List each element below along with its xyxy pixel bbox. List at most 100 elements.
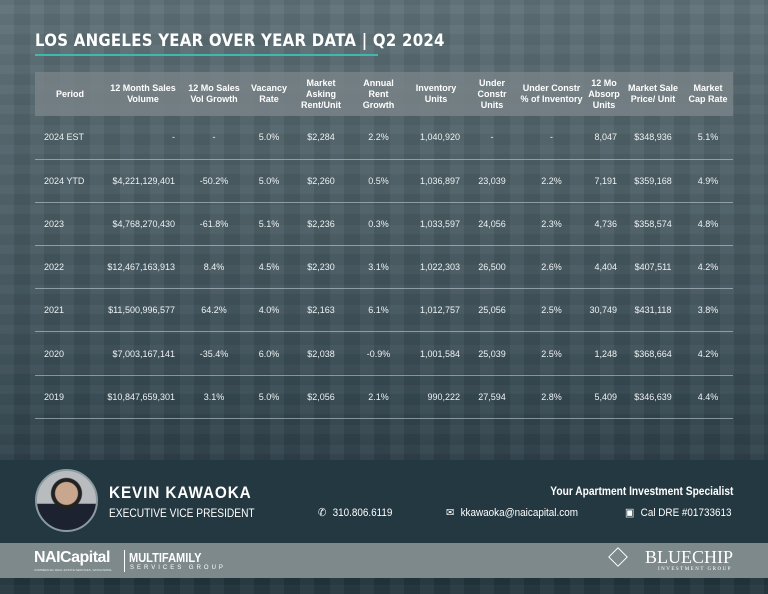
table-cell: 5.1% — [683, 116, 733, 160]
data-table: Period 12 Month Sales Volume 12 Mo Sales V… — [35, 72, 733, 419]
nai-capital-logo: NAICapital — [34, 549, 110, 566]
table-cell: 4.9% — [683, 159, 733, 203]
table-cell: 4.2% — [683, 331, 733, 376]
table-cell: - — [466, 116, 518, 160]
table-cell: 1,001,584 — [406, 331, 466, 376]
table-cell: $10,847,659,301 — [105, 375, 181, 419]
table-cell: 0.3% — [351, 202, 406, 247]
table-cell: $368,664 — [623, 331, 683, 376]
table-cell: -0.9% — [351, 331, 406, 376]
table-row: 2019 $10,847,659,301 3.1% 5.0% $2,056 2.1% 990… — [35, 375, 733, 419]
table-cell: 2022 — [35, 245, 105, 290]
title-underline — [35, 54, 378, 56]
table-cell: $359,168 — [623, 159, 683, 203]
table-cell: 5.0% — [247, 116, 291, 160]
table-cell: 1,040,920 — [406, 116, 466, 160]
table-cell: 990,222 — [406, 375, 466, 419]
table-cell: 24,056 — [466, 202, 518, 247]
email-address[interactable]: kkawaoka@naicapital.com — [460, 506, 578, 519]
table-cell: 7,191 — [585, 159, 623, 203]
table-cell: $407,511 — [623, 245, 683, 290]
table-cell: 26,500 — [466, 245, 518, 290]
table-cell: - — [105, 116, 181, 160]
column-header: Vacancy Rate — [250, 83, 288, 104]
phone-contact: ✆ 310.806.6119 — [318, 506, 393, 520]
table-row: 2024 YTD $4,221,129,401 -50.2% 5.0% $2,260 0.… — [35, 159, 733, 203]
tagline: Your Apartment Investment Specialist — [549, 484, 733, 498]
email-contact[interactable]: ✉ kkawaoka@naicapital.com — [446, 506, 578, 520]
table-cell: 5,409 — [585, 375, 623, 419]
table-cell: 1,022,303 — [406, 245, 466, 290]
column-header: Annual Rent Growth — [362, 77, 395, 110]
table-cell: $2,038 — [291, 331, 351, 376]
table-header: Period 12 Month Sales Volume 12 Mo Sales V… — [35, 72, 733, 116]
table-cell: 25,039 — [466, 331, 518, 376]
table-cell: $348,936 — [623, 116, 683, 160]
table-cell: 2019 — [35, 375, 105, 419]
footer-contact-band — [0, 460, 768, 543]
table-cell: $4,221,129,401 — [105, 159, 181, 203]
brand-band — [0, 543, 768, 578]
table-cell: 23,039 — [466, 159, 518, 203]
table-cell: $2,236 — [291, 202, 351, 247]
table-cell: 2.2% — [518, 159, 585, 203]
table-cell: 3.8% — [683, 288, 733, 333]
logo-divider — [124, 550, 125, 572]
table-row: 2023 $4,768,270,430 -61.8% 5.1% $2,236 0.3% 1,… — [35, 202, 733, 247]
table-cell: 2.6% — [518, 245, 585, 290]
column-header: Market Cap Rate — [688, 83, 728, 104]
table-cell: 6.0% — [247, 331, 291, 376]
table-cell: 2020 — [35, 331, 105, 376]
table-cell: 4,736 — [585, 202, 623, 247]
table-cell: 1,036,897 — [406, 159, 466, 203]
table-cell: 1,033,597 — [406, 202, 466, 247]
table-cell: 1,012,757 — [406, 288, 466, 333]
table-cell: 4.2% — [683, 245, 733, 290]
table-cell: - — [518, 116, 585, 160]
column-header: Market Asking Rent/Unit — [301, 77, 341, 110]
table-cell: 4,404 — [585, 245, 623, 290]
table-cell: 2.5% — [518, 288, 585, 333]
column-header: 12 Month Sales Volume — [110, 83, 176, 104]
table-cell: 25,056 — [466, 288, 518, 333]
table-cell: $431,118 — [623, 288, 683, 333]
table-cell: 4.4% — [683, 375, 733, 419]
table-cell: -50.2% — [181, 159, 247, 203]
phone-number: 310.806.6119 — [332, 506, 393, 519]
table-cell: 8.4% — [181, 245, 247, 290]
license-number: Cal DRE #01733613 — [640, 506, 732, 519]
column-header: Inventory Units — [415, 83, 457, 104]
table-cell: $2,056 — [291, 375, 351, 419]
bluechip-subtitle: INVESTMENT GROUP — [657, 567, 732, 572]
column-header: Under Constr Units — [477, 77, 507, 110]
table-cell: 2023 — [35, 202, 105, 247]
table-cell: $7,003,167,141 — [105, 331, 181, 376]
table-cell: 5.1% — [247, 202, 291, 247]
table-cell: $11,500,996,577 — [105, 288, 181, 333]
table-cell: 2.2% — [351, 116, 406, 160]
agent-photo — [35, 469, 98, 532]
multifamily-logo: MULTIFAMILY — [129, 550, 202, 565]
table-cell: 2.8% — [518, 375, 585, 419]
multifamily-subtitle: SERVICES GROUP — [130, 565, 226, 571]
table-cell: 6.1% — [351, 288, 406, 333]
table-cell: 3.1% — [181, 375, 247, 419]
agent-name: KEVIN KAWAOKA — [109, 483, 252, 502]
table-cell: 2024 EST — [35, 116, 105, 160]
table-cell: $2,260 — [291, 159, 351, 203]
table-cell: -61.8% — [181, 202, 247, 247]
table-cell: 3.1% — [351, 245, 406, 290]
table-cell: $2,163 — [291, 288, 351, 333]
page-title: LOS ANGELES YEAR OVER YEAR DATA | Q2 202… — [35, 31, 445, 51]
table-cell: $346,639 — [623, 375, 683, 419]
table-cell: $358,574 — [623, 202, 683, 247]
license-contact: ▣ Cal DRE #01733613 — [625, 506, 732, 520]
column-header: Market Sale Price/ Unit — [627, 83, 679, 104]
table-cell: 30,749 — [585, 288, 623, 333]
table-cell: 2.1% — [351, 375, 406, 419]
table-cell: $4,768,270,430 — [105, 202, 181, 247]
table-cell: 4.5% — [247, 245, 291, 290]
table-cell: $2,230 — [291, 245, 351, 290]
column-header: 12 Mo Sales Vol Growth — [188, 83, 240, 104]
table-cell: 2.3% — [518, 202, 585, 247]
